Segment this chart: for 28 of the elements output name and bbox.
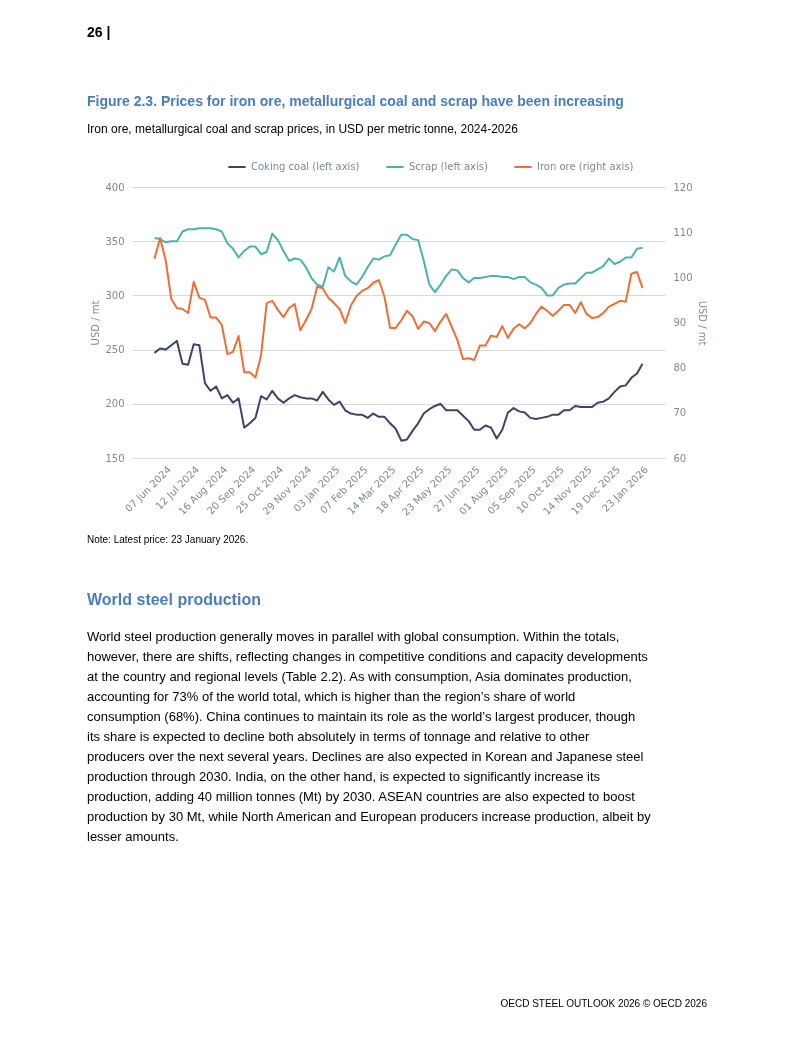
y-tick-label: 200 — [105, 398, 125, 410]
line-series — [153, 237, 644, 379]
y-tick-label: 150 — [105, 452, 125, 464]
chart-subtitle: Iron ore, metallurgical coal and scrap prices, in USD per metric tonne, 2024-2026 — [87, 122, 519, 136]
legend-label: Coking coal (left axis) — [251, 161, 360, 172]
text: World steel production — [87, 591, 261, 608]
y2-tick-label: 70 — [673, 407, 687, 419]
chart-title: Figure 2.3. Prices for iron ore, metallurgical coal and scrap have been increasing — [87, 93, 624, 109]
y-tick-label: 250 — [105, 344, 125, 356]
y2-tick-label: 120 — [673, 181, 693, 193]
y2-tick-label: 100 — [673, 271, 693, 283]
text: World steel production generally moves in parallel with global consumption. Within the totals, however, there are shifts, reflecting changes in competitive conditions and capacity developments at the country and regional levels (Table 2.2). As with consumption, Asia dominates production, accounting for 73% of the world total, which is higher than the region’s share of world consumption (68%). China continues to maintain its role as the world’s largest producer, though its share is expected to decline both absolutely in terms of tonnage and relative to other producers over the next several years. Declines are also expected in Korean and Japanese steel production through 2030. India, on the other hand, is expected to significantly increase its production, adding 40 million tonnes (Mt) by 2030. ASEAN countries are also expected to boost production by 30 Mt, while North American and European producers increase production, albeit by lesser amounts. — [87, 629, 651, 844]
y-tick-label: 300 — [105, 289, 125, 301]
y2-tick-label: 110 — [673, 226, 693, 238]
text: OECD STEEL OUTLOOK 2026 © OECD 2026 — [500, 998, 708, 1009]
line-series — [153, 227, 644, 297]
legend-label: Scrap (left axis) — [409, 161, 488, 172]
legend-label: Iron ore (right axis) — [537, 161, 634, 172]
text: 26 | — [87, 24, 111, 40]
text: Note: Latest price: 23 January 2026. — [87, 534, 249, 545]
line-series — [153, 339, 644, 442]
y2-tick-label: 90 — [673, 317, 687, 328]
y2-tick-label: 80 — [673, 362, 687, 374]
y2-tick-label: 60 — [673, 452, 687, 464]
y-axis-title: USD / mt — [90, 300, 102, 346]
y-tick-label: 400 — [105, 181, 125, 193]
y-tick-label: 350 — [105, 235, 125, 247]
y2-axis-title: USD / mt — [696, 300, 708, 346]
